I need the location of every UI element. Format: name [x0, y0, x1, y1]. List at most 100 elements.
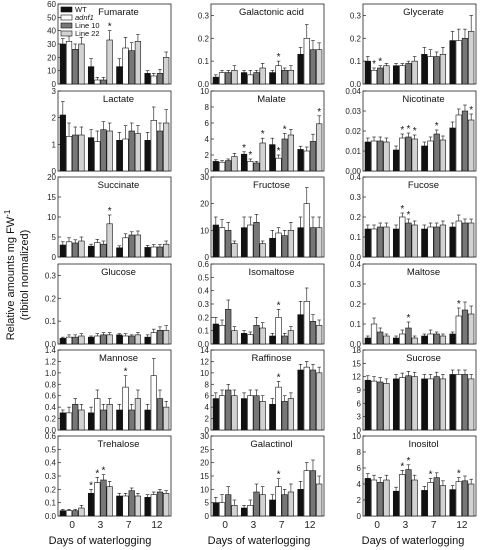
panel-glucose: 0.0 0.1 0.2 0.3 Glucose	[45, 263, 172, 349]
bar	[303, 470, 310, 517]
y-tick-label: 2	[52, 114, 57, 123]
panel-title: Inositol	[408, 439, 438, 450]
bar	[122, 237, 129, 258]
bar	[163, 57, 170, 85]
bar	[405, 469, 412, 517]
y-tick-label: 0.4	[350, 260, 362, 269]
y-tick-label: 1	[52, 140, 57, 149]
significance-star: *	[407, 313, 411, 324]
bar	[128, 234, 135, 258]
y-tick-label: 0.01	[345, 147, 361, 156]
y-tick-label: 15	[352, 359, 361, 368]
x-tick-label: 0	[374, 520, 380, 531]
bar	[212, 398, 219, 431]
bar	[240, 227, 248, 258]
bar	[72, 336, 79, 345]
bar	[439, 335, 447, 345]
bar	[144, 73, 151, 85]
y-tick-label: 0.3	[198, 300, 210, 309]
bar	[377, 140, 384, 172]
significance-star: *	[248, 150, 252, 161]
panel-frame	[57, 90, 172, 172]
y-tick-label: 2	[205, 415, 210, 424]
bar	[281, 335, 288, 345]
bar	[259, 67, 266, 85]
bar	[309, 470, 317, 517]
bar	[240, 507, 248, 517]
bar	[253, 162, 260, 172]
bar	[433, 133, 440, 172]
y-tick-label: 0.4	[350, 173, 362, 182]
bar	[316, 49, 323, 85]
bar	[449, 374, 456, 431]
bar	[94, 335, 101, 345]
bar	[364, 60, 371, 85]
bar	[122, 386, 129, 431]
x-tick-label: 12	[456, 520, 468, 531]
y-tick-label: 12	[352, 373, 361, 382]
x-tick-label: 12	[151, 520, 163, 531]
panel-sucrose: 0 3 6 9 12 15 18 Sucrose	[352, 346, 477, 435]
bar	[94, 141, 101, 172]
y-tick-label: 8	[357, 448, 362, 457]
significance-star: *	[469, 105, 473, 116]
y-tick-label: 2	[357, 496, 362, 505]
bar	[287, 398, 295, 431]
bar	[309, 49, 317, 85]
y-tick-label: 0.0	[198, 80, 210, 89]
y-tick-label: 0.1	[198, 327, 210, 336]
bar	[468, 483, 475, 517]
bar	[405, 63, 412, 85]
bar	[399, 474, 406, 517]
bar	[134, 133, 142, 172]
significance-star: *	[400, 204, 404, 215]
y-tick-label: 30	[47, 40, 56, 49]
bar	[72, 242, 79, 258]
panel-frame	[210, 176, 325, 258]
bar	[116, 495, 123, 517]
bar	[399, 65, 406, 85]
bar	[87, 493, 95, 517]
bar	[427, 378, 434, 431]
y-tick-label: 0.1	[350, 320, 362, 329]
bar	[87, 412, 95, 431]
bar	[150, 494, 157, 517]
y-tick-label: 0.0	[45, 512, 57, 521]
bar	[281, 69, 288, 85]
y-tick-label: 20	[47, 53, 56, 62]
bar	[303, 301, 310, 345]
bar	[309, 227, 317, 258]
bar	[231, 505, 238, 517]
bar	[455, 40, 462, 85]
bar	[287, 230, 295, 258]
bar	[392, 65, 400, 85]
bar	[427, 56, 434, 85]
bar	[269, 403, 276, 431]
x-tick-label: 7	[431, 520, 437, 531]
panel-frame	[210, 349, 325, 431]
x-tick-label: 12	[304, 520, 316, 531]
bar	[240, 333, 248, 345]
panel-galactinol: 0 5 10 15 20 25 30 Galactinol 0 3 7 12 *	[200, 432, 325, 531]
bar	[150, 75, 157, 85]
y-tick-label: 0.3	[45, 271, 57, 280]
bar	[281, 401, 288, 431]
bar	[65, 41, 73, 85]
bar	[421, 53, 428, 85]
bar	[218, 161, 226, 172]
bar	[247, 161, 254, 172]
y-tick-label: 0.0	[45, 426, 57, 435]
bar	[100, 409, 107, 431]
panel-isomaltose: 0.0 0.1 0.2 0.3 0.4 0.5 0.6 Isomaltose *	[198, 260, 325, 349]
y-tick-label: 0.2	[198, 34, 210, 43]
panel-frame	[362, 3, 477, 85]
x-tick-label: 7	[126, 520, 132, 531]
bar	[156, 246, 164, 258]
bar	[87, 245, 95, 258]
bar	[163, 493, 170, 517]
bar	[59, 510, 66, 517]
y-tick-label: 1.4	[45, 346, 57, 355]
y-tick-label: 4	[205, 403, 210, 412]
bar	[297, 227, 304, 258]
